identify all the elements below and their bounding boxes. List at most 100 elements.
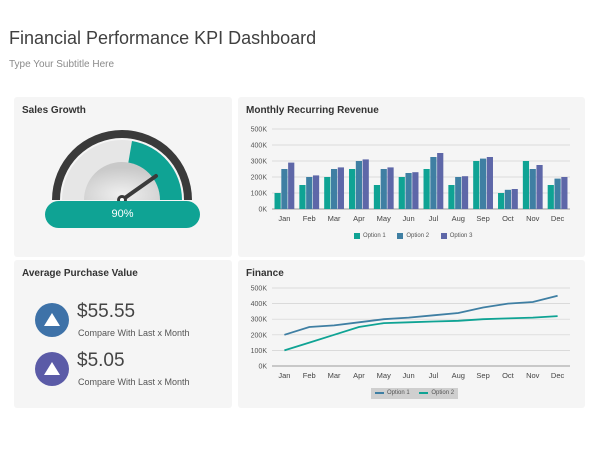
bar bbox=[306, 177, 313, 209]
bar bbox=[455, 177, 462, 209]
bar bbox=[554, 178, 561, 209]
bar bbox=[398, 177, 405, 209]
legend-label: Option 2 bbox=[431, 390, 455, 396]
legend-line bbox=[375, 392, 384, 394]
bar bbox=[486, 157, 493, 209]
x-tick-label: Jun bbox=[403, 371, 415, 380]
bar bbox=[448, 185, 455, 209]
bar bbox=[330, 169, 338, 209]
series-line bbox=[284, 315, 558, 352]
x-tick-label: Jan bbox=[278, 371, 290, 380]
avg-purchase-title: Average Purchase Value bbox=[22, 268, 138, 279]
mrr-card: Monthly Recurring Revenue 0K 100K 200K 300K… bbox=[238, 97, 585, 257]
bar bbox=[380, 169, 387, 209]
legend-label: Option 1 bbox=[363, 233, 386, 239]
x-tick-label: Sep bbox=[476, 214, 489, 223]
bar bbox=[355, 161, 363, 209]
mrr-legend: Option 1 Option 2 Option 3 bbox=[354, 233, 472, 240]
kpi-1-value: $55.55 bbox=[77, 301, 136, 322]
bar bbox=[529, 169, 536, 209]
y-tick-label: 100K bbox=[251, 191, 268, 198]
x-tick-label: Feb bbox=[303, 214, 316, 223]
sales-growth-value: 90% bbox=[111, 208, 134, 220]
y-tick-label: 200K bbox=[251, 175, 268, 182]
x-tick-label: Jul bbox=[429, 371, 439, 380]
sales-growth-gauge bbox=[45, 130, 200, 228]
series-line bbox=[284, 294, 558, 336]
bar bbox=[362, 159, 369, 209]
x-tick-label: Mar bbox=[328, 371, 341, 380]
gauge-value-pill bbox=[45, 201, 200, 228]
legend-line bbox=[419, 392, 429, 394]
y-tick-label: 400K bbox=[251, 143, 268, 150]
kpi-1-caption: Compare With Last x Month bbox=[78, 328, 190, 338]
x-tick-label: May bbox=[377, 371, 391, 380]
legend-swatch bbox=[354, 233, 360, 239]
x-tick-label: May bbox=[377, 214, 391, 223]
bar bbox=[536, 165, 543, 209]
bar bbox=[387, 167, 394, 209]
x-tick-label: Dec bbox=[551, 371, 565, 380]
kpi-1-icon-circle bbox=[35, 303, 69, 337]
x-tick-label: Oct bbox=[502, 214, 515, 223]
bar bbox=[511, 189, 518, 209]
x-tick-label: Aug bbox=[452, 371, 465, 380]
bar bbox=[423, 169, 430, 209]
bar bbox=[461, 176, 469, 209]
kpi-2-caption: Compare With Last x Month bbox=[78, 377, 190, 387]
legend-label: Option 3 bbox=[449, 233, 473, 239]
y-tick-label: 500K bbox=[251, 127, 268, 134]
bar bbox=[522, 161, 530, 209]
bar bbox=[498, 193, 505, 209]
kpi-2-icon-circle bbox=[35, 352, 69, 386]
bar bbox=[288, 162, 295, 209]
finance-legend: Option 1 Option 2 bbox=[371, 388, 459, 399]
bar bbox=[312, 175, 320, 209]
y-tick-label: 400K bbox=[251, 301, 268, 308]
gauge-inner-shade bbox=[84, 162, 160, 200]
avg-purchase-card: Average Purchase Value $55.55 Compare Wi… bbox=[14, 260, 232, 408]
legend-swatch bbox=[440, 233, 447, 239]
triangle-up-icon bbox=[44, 362, 60, 375]
x-tick-label: Feb bbox=[303, 371, 316, 380]
x-tick-label: Sep bbox=[476, 371, 489, 380]
bar bbox=[504, 189, 512, 209]
y-tick-label: 100K bbox=[251, 348, 268, 355]
bar bbox=[473, 161, 480, 209]
legend-label: Option 2 bbox=[406, 233, 430, 239]
y-tick-label: 0K bbox=[258, 207, 267, 214]
bar bbox=[324, 177, 331, 209]
y-tick-label: 300K bbox=[251, 317, 268, 324]
x-tick-label: Jan bbox=[278, 214, 290, 223]
y-tick-label: 500K bbox=[251, 286, 268, 293]
finance-title: Finance bbox=[246, 268, 284, 279]
x-tick-label: Oct bbox=[502, 371, 515, 380]
gauge-outer-ring bbox=[52, 130, 192, 200]
mrr-title: Monthly Recurring Revenue bbox=[246, 105, 379, 116]
bar bbox=[299, 185, 306, 209]
bar bbox=[337, 167, 344, 209]
x-tick-label: Dec bbox=[551, 214, 565, 223]
bar bbox=[437, 153, 444, 209]
legend-swatch bbox=[397, 233, 404, 239]
bar bbox=[405, 173, 412, 209]
x-tick-label: Nov bbox=[526, 214, 540, 223]
x-tick-label: Aug bbox=[452, 214, 465, 223]
gauge-needle bbox=[120, 174, 158, 202]
page-subtitle: Type Your Subtitle Here bbox=[9, 59, 115, 70]
sales-growth-card: Sales Growth 90% bbox=[14, 97, 232, 257]
bar bbox=[430, 157, 437, 209]
y-tick-label: 200K bbox=[251, 332, 268, 339]
y-tick-label: 300K bbox=[251, 159, 268, 166]
sales-growth-title: Sales Growth bbox=[22, 105, 86, 116]
bar bbox=[349, 169, 356, 209]
legend-label: Option 1 bbox=[387, 390, 410, 396]
x-tick-label: Jul bbox=[429, 214, 439, 223]
y-tick-label: 0K bbox=[258, 364, 267, 371]
bar bbox=[281, 169, 288, 209]
finance-chart: 0K 100K 200K 300K 400K 500K Jan Feb Mar Apr May Jun… bbox=[251, 286, 570, 380]
bar bbox=[561, 177, 568, 209]
bar bbox=[274, 193, 281, 209]
triangle-up-icon bbox=[44, 313, 60, 326]
finance-card: Finance 0K 100K 200K 300K 400K 500K Jan Feb Mar A… bbox=[238, 260, 585, 408]
